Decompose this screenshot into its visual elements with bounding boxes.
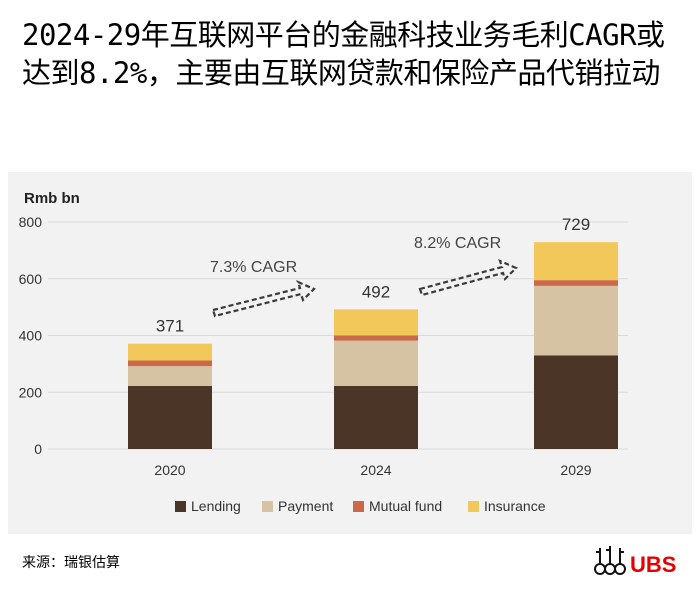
x-tick-label-2020: 2020 bbox=[154, 462, 185, 478]
bar-segment-lending-2020 bbox=[128, 386, 212, 449]
chart-headline: 2024-29年互联网平台的金融科技业务毛利CAGR或达到8.2%，主要由互联网… bbox=[22, 18, 665, 90]
y-tick-label: 200 bbox=[19, 384, 43, 400]
x-axis-ticks: 2020 2024 2029 bbox=[154, 462, 591, 478]
total-labels: 371 492 729 bbox=[156, 215, 590, 336]
bars bbox=[128, 242, 618, 449]
total-label-2020: 371 bbox=[156, 317, 184, 336]
bar-segment-insurance-2029 bbox=[534, 242, 618, 281]
x-tick-label-2024: 2024 bbox=[360, 462, 391, 478]
chart-panel: 0 200 400 600 800 Rmb bn 371 492 729 2020 2024 2… bbox=[8, 172, 692, 534]
ubs-wordmark: UBS bbox=[630, 552, 676, 577]
y-tick-label: 800 bbox=[19, 214, 43, 230]
bar-segment-mutual-fund-2024 bbox=[334, 335, 418, 341]
legend-label-payment: Payment bbox=[278, 498, 333, 514]
bar-segment-insurance-2024 bbox=[334, 309, 418, 336]
cagr-label-1: 7.3% CAGR bbox=[210, 259, 297, 276]
legend-swatch-insurance bbox=[468, 501, 479, 512]
y-axis-ticks: 0 200 400 600 800 bbox=[19, 214, 43, 457]
bar-segment-payment-2020 bbox=[128, 366, 212, 387]
legend: Lending Payment Mutual fund Insurance bbox=[175, 498, 546, 514]
y-tick-label: 0 bbox=[34, 441, 42, 457]
bar-segment-lending-2024 bbox=[334, 386, 418, 449]
legend-swatch-mutual-fund bbox=[353, 501, 364, 512]
total-label-2029: 729 bbox=[562, 215, 590, 234]
legend-swatch-payment bbox=[262, 501, 273, 512]
bar-segment-payment-2024 bbox=[334, 340, 418, 387]
total-label-2024: 492 bbox=[362, 282, 390, 301]
cagr-arrow-1 bbox=[211, 280, 316, 318]
bar-segment-mutual-fund-2029 bbox=[534, 280, 618, 286]
legend-label-mutual-fund: Mutual fund bbox=[369, 498, 442, 514]
x-tick-label-2029: 2029 bbox=[560, 462, 591, 478]
cagr-arrow-2 bbox=[418, 259, 518, 297]
bar-segment-mutual-fund-2020 bbox=[128, 360, 212, 367]
source-note: 来源：瑞银估算 bbox=[22, 555, 120, 571]
bar-segment-insurance-2020 bbox=[128, 343, 212, 361]
ubs-keys-icon bbox=[594, 546, 626, 575]
legend-label-lending: Lending bbox=[191, 498, 241, 514]
bar-segment-payment-2029 bbox=[534, 285, 618, 356]
y-axis-unit-label: Rmb bn bbox=[24, 190, 80, 207]
legend-swatch-lending bbox=[175, 501, 186, 512]
y-tick-label: 600 bbox=[19, 271, 43, 287]
bar-segment-lending-2029 bbox=[534, 355, 618, 449]
ubs-logo: UBS bbox=[594, 546, 676, 577]
y-tick-label: 400 bbox=[19, 328, 43, 344]
cagr-label-2: 8.2% CAGR bbox=[414, 235, 501, 252]
legend-label-insurance: Insurance bbox=[484, 498, 546, 514]
